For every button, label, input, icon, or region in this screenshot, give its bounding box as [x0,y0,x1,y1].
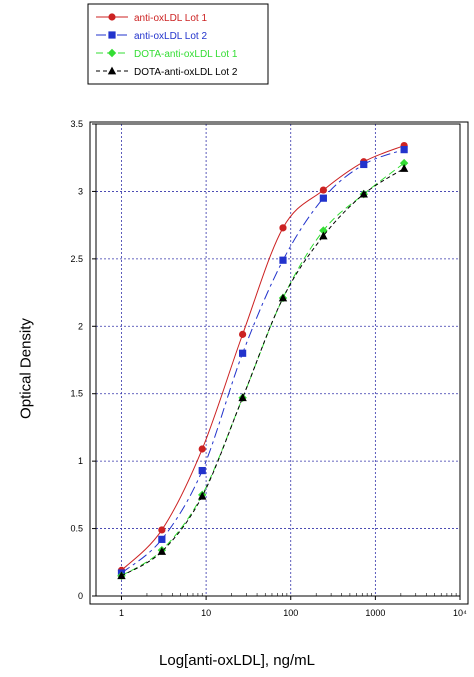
data-point [399,164,409,172]
data-point [158,535,166,543]
series-4 [117,164,409,580]
legend-marker [108,13,116,21]
data-point [238,393,247,402]
legend-marker [108,31,116,39]
y-tick-label: 3.5 [70,119,83,129]
y-tick-label: 1.5 [70,389,83,399]
data-point [400,146,408,154]
axes: 1 10 100 1000 10⁴ 0 0.5 1 1.5 2 2.5 3 3.5 [70,119,469,618]
data-point [359,189,368,198]
data-point [399,158,409,168]
y-tick-label: 2 [78,321,83,331]
plot-frame [95,123,461,597]
x-tick-label: 1 [119,608,124,618]
y-tick-label: 0.5 [70,524,83,534]
y-tick-label: 2.5 [70,254,83,264]
legend: anti-oxLDL Lot 1 anti-oxLDL Lot 2 DOTA-ant… [87,3,269,85]
legend-label: DOTA-anti-oxLDL Lot 1 [134,49,238,60]
data-point [319,231,328,240]
x-tick-label: 10⁴ [453,608,467,618]
data-point [319,186,327,194]
x-tick-label: 100 [283,608,298,618]
data-point [319,226,328,235]
series-line [121,162,405,577]
data-point [157,547,167,555]
outer-frame [89,121,469,605]
x-tick-label: 1000 [365,608,385,618]
y-tick-label: 3 [78,186,83,196]
legend-label: DOTA-anti-oxLDL Lot 2 [134,67,238,78]
data-point [239,349,247,357]
x-tick-label: 10 [201,608,211,618]
legend-marker [107,66,117,75]
series-2 [117,146,408,577]
data-point [319,194,327,202]
series-line [121,149,405,574]
series-1 [117,141,408,574]
y-axis-label: Optical Density [17,318,35,419]
data-point [158,526,166,534]
data-point [198,466,206,475]
data-point [117,571,126,580]
data-point [360,160,368,169]
legend-label: anti-oxLDL Lot 2 [134,31,207,42]
y-tick-label: 1 [78,456,83,466]
data-point [198,491,207,500]
data-point [279,224,287,232]
series-line [121,145,405,571]
legend-marker [107,48,117,58]
data-point [278,293,288,302]
data-point [239,330,247,338]
x-axis-label: Log[anti-oxLDL], ng/mL [159,652,315,669]
series-line [121,168,405,577]
data-point [198,445,206,453]
grid [96,124,460,596]
series [117,141,409,580]
data-point [279,256,287,264]
legend-label: anti-oxLDL Lot 1 [134,13,207,24]
y-tick-label: 0 [78,591,83,601]
series-3 [117,158,409,580]
